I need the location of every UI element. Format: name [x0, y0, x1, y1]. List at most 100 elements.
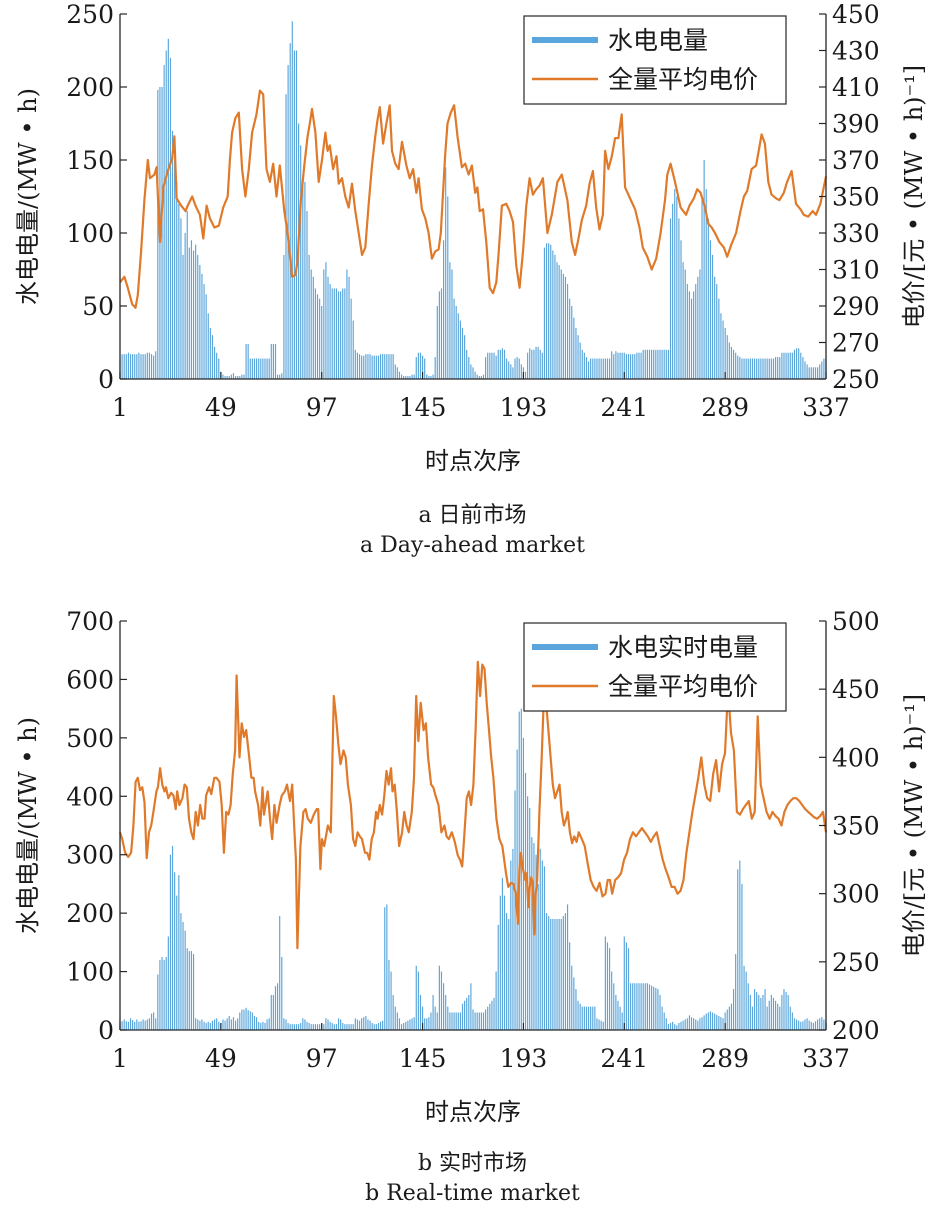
bar — [501, 348, 503, 379]
bar — [445, 994, 447, 1030]
bar — [361, 1018, 363, 1030]
bar — [123, 354, 125, 379]
y-left-tick-label: 600 — [66, 665, 114, 694]
bar — [506, 358, 508, 379]
bar — [672, 1021, 674, 1030]
bar — [497, 924, 499, 1030]
bar — [785, 352, 787, 379]
bar — [648, 349, 651, 379]
bar — [615, 351, 617, 379]
bar — [319, 1024, 321, 1030]
bar — [289, 43, 291, 379]
x-tick-label: 337 — [802, 393, 850, 422]
bar — [384, 907, 386, 1030]
y-right-tick-label: 390 — [832, 110, 880, 139]
bar — [747, 983, 749, 1030]
bar — [432, 994, 434, 1030]
bar — [440, 288, 443, 379]
bar — [552, 250, 554, 379]
bar — [306, 211, 308, 379]
bar — [823, 1019, 825, 1030]
bar — [186, 211, 188, 379]
bar — [207, 313, 209, 379]
bar — [587, 1006, 590, 1030]
bar — [821, 361, 823, 379]
bar — [508, 918, 510, 1030]
x-axis-label: 时点次序 — [425, 447, 521, 475]
bar — [777, 357, 779, 379]
bar — [451, 269, 453, 379]
bar — [642, 349, 644, 379]
bar — [123, 1019, 125, 1030]
bar — [293, 50, 295, 379]
bar — [165, 956, 167, 1030]
bar — [796, 1019, 798, 1030]
bar — [648, 984, 651, 1030]
bar — [337, 291, 340, 379]
y-right-tick-label: 450 — [832, 0, 880, 29]
bar — [745, 358, 747, 379]
bar — [548, 916, 550, 1030]
bar — [743, 358, 745, 379]
bar — [468, 357, 470, 379]
bar — [270, 994, 272, 1030]
bar — [302, 1018, 304, 1030]
bar — [125, 1021, 127, 1030]
bar — [157, 89, 159, 380]
bar — [615, 994, 617, 1030]
bar — [623, 936, 625, 1030]
bar — [789, 1006, 791, 1030]
bar — [657, 989, 659, 1030]
bar — [129, 1018, 132, 1030]
bar — [602, 1021, 604, 1030]
bar — [337, 1018, 340, 1030]
bar — [140, 354, 142, 379]
bar — [195, 244, 197, 379]
bar — [737, 869, 739, 1030]
bar — [417, 971, 419, 1030]
bar — [363, 355, 365, 379]
y-right-tick-label: 370 — [832, 146, 880, 175]
bar — [358, 1020, 361, 1030]
bar — [146, 352, 148, 379]
bar — [457, 1012, 459, 1030]
bar — [758, 994, 760, 1030]
bar — [766, 358, 768, 379]
bar — [426, 1018, 428, 1030]
bar — [514, 358, 516, 379]
x-tick-label: 289 — [701, 1044, 749, 1073]
y-left-tick-label: 200 — [66, 899, 114, 928]
bar — [627, 948, 630, 1030]
bar — [485, 357, 487, 379]
bar — [585, 357, 588, 379]
bar — [274, 343, 277, 379]
bar — [699, 1018, 701, 1030]
caption-b-en: b Real-time market — [365, 1181, 580, 1206]
bar — [495, 971, 497, 1030]
x-tick-label: 49 — [205, 1044, 237, 1073]
y-left-axis-label: 水电电量/(MW • h) — [14, 717, 42, 934]
bar — [537, 883, 539, 1030]
bar — [354, 1018, 356, 1030]
bar — [674, 189, 676, 379]
bar — [764, 358, 766, 379]
bar — [516, 357, 518, 379]
bar — [470, 983, 472, 1030]
y-left-tick-label: 0 — [98, 1016, 114, 1045]
bar — [293, 1024, 295, 1030]
bar — [461, 1003, 464, 1030]
bar — [476, 1012, 478, 1030]
bar — [432, 374, 434, 379]
bar — [730, 346, 733, 379]
bar — [688, 291, 690, 379]
bar — [739, 860, 741, 1030]
bar — [627, 354, 630, 379]
bar — [377, 355, 380, 379]
y-right-tick-label: 250 — [832, 948, 880, 977]
bar — [722, 1018, 724, 1030]
bar — [651, 985, 653, 1030]
bar — [251, 1012, 253, 1030]
bar — [260, 358, 262, 379]
bar — [243, 374, 245, 379]
bar — [264, 358, 266, 379]
